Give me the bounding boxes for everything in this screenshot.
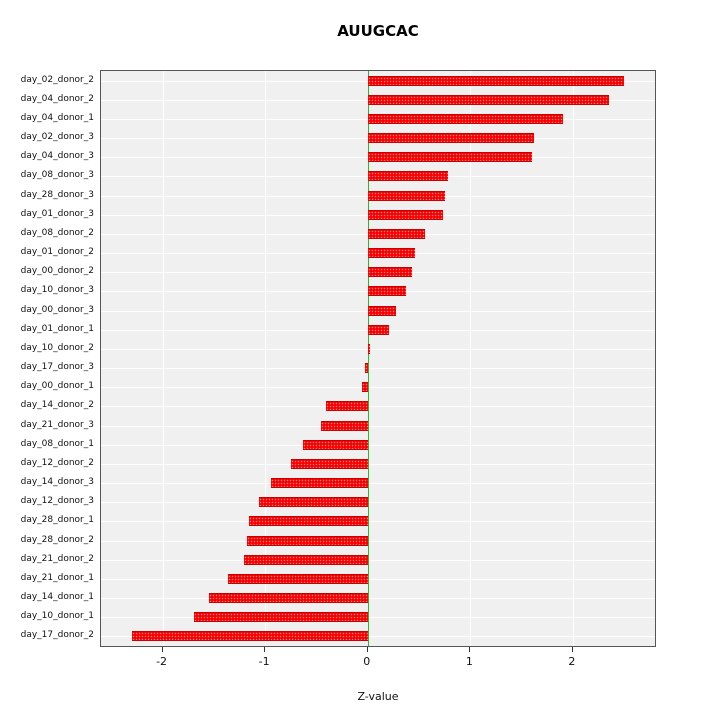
horizontal-gridline	[101, 521, 655, 523]
y-tick-label: day_08_donor_1	[20, 438, 94, 449]
bar	[367, 75, 625, 86]
bar	[243, 554, 368, 565]
x-axis-title: Z-value	[357, 690, 399, 703]
horizontal-gridline	[101, 463, 655, 465]
x-tick-mark	[571, 647, 573, 652]
bar	[367, 343, 370, 354]
y-tick-label: day_02_donor_2	[20, 74, 94, 85]
bar	[208, 593, 368, 604]
vertical-gridline	[265, 71, 267, 646]
bar	[131, 631, 368, 642]
y-tick-label: day_00_donor_3	[20, 304, 94, 315]
bar	[367, 190, 445, 201]
y-tick-label: day_04_donor_1	[20, 112, 94, 123]
x-tick-label: -2	[156, 655, 168, 668]
bar	[194, 612, 368, 623]
y-tick-label: day_04_donor_2	[20, 93, 94, 104]
horizontal-gridline	[101, 444, 655, 446]
horizontal-gridline	[101, 368, 655, 370]
y-tick-label: day_28_donor_2	[20, 534, 94, 545]
y-tick-label: day_14_donor_2	[20, 400, 94, 411]
bar	[367, 113, 563, 124]
bar	[367, 94, 609, 105]
x-tick-mark	[366, 647, 368, 652]
chart-title: AUUGCAC	[337, 22, 419, 40]
y-tick-label: day_01_donor_2	[20, 247, 94, 258]
horizontal-gridline	[101, 540, 655, 542]
x-tick-label: 0	[363, 655, 371, 668]
x-tick-mark	[469, 647, 471, 652]
x-tick-mark	[161, 647, 163, 652]
y-tick-label: day_01_donor_1	[20, 323, 94, 334]
horizontal-gridline	[101, 348, 655, 350]
horizontal-gridline	[101, 483, 655, 485]
bar	[367, 305, 397, 316]
vertical-gridline	[572, 71, 574, 646]
y-tick-label: day_10_donor_2	[20, 342, 94, 353]
horizontal-gridline	[101, 387, 655, 389]
horizontal-gridline	[101, 636, 655, 638]
x-tick-mark	[264, 647, 266, 652]
horizontal-gridline	[101, 425, 655, 427]
bar	[367, 228, 426, 239]
bar	[258, 497, 368, 508]
y-tick-label: day_14_donor_3	[20, 477, 94, 488]
horizontal-gridline	[101, 598, 655, 600]
y-tick-label: day_28_donor_3	[20, 189, 94, 200]
vertical-gridline	[162, 71, 164, 646]
horizontal-gridline	[101, 406, 655, 408]
bar	[367, 133, 534, 144]
y-tick-label: day_02_donor_3	[20, 132, 94, 143]
horizontal-gridline	[101, 502, 655, 504]
bar	[367, 152, 532, 163]
y-tick-label: day_21_donor_1	[20, 572, 94, 583]
bar	[325, 401, 368, 412]
bar	[248, 516, 368, 527]
bar	[367, 286, 406, 297]
y-tick-label: day_00_donor_1	[20, 381, 94, 392]
y-tick-label: day_17_donor_2	[20, 630, 94, 641]
y-tick-label: day_21_donor_2	[20, 553, 94, 564]
y-tick-label: day_12_donor_3	[20, 496, 94, 507]
x-axis: -2 -1 0 1 2	[100, 647, 656, 683]
zero-line	[367, 71, 369, 646]
bar	[271, 478, 368, 489]
bar	[361, 382, 368, 393]
y-tick-label: day_28_donor_1	[20, 515, 94, 526]
bar	[228, 573, 368, 584]
horizontal-gridline	[101, 559, 655, 561]
vertical-gridline	[470, 71, 472, 646]
bar	[367, 209, 443, 220]
y-tick-label: day_10_donor_3	[20, 285, 94, 296]
plot-area	[100, 70, 656, 647]
bar	[367, 248, 415, 259]
y-tick-label: day_14_donor_1	[20, 592, 94, 603]
y-tick-label: day_17_donor_3	[20, 362, 94, 373]
y-tick-label: day_08_donor_2	[20, 227, 94, 238]
horizontal-gridline	[101, 617, 655, 619]
bar	[367, 267, 412, 278]
y-tick-label: day_12_donor_2	[20, 457, 94, 468]
y-tick-label: day_10_donor_1	[20, 611, 94, 622]
x-tick-label: 2	[568, 655, 576, 668]
bar	[367, 324, 390, 335]
bar	[290, 458, 368, 469]
bar	[320, 420, 368, 431]
x-tick-label: -1	[258, 655, 270, 668]
y-tick-label: day_04_donor_3	[20, 151, 94, 162]
bar	[246, 535, 368, 546]
y-tick-label: day_08_donor_3	[20, 170, 94, 181]
horizontal-gridline	[101, 578, 655, 580]
bar	[303, 439, 368, 450]
x-tick-label: 1	[465, 655, 473, 668]
bar	[364, 363, 368, 374]
y-tick-label: day_00_donor_2	[20, 266, 94, 277]
y-axis-labels: day_02_donor_2 day_04_donor_2 day_04_donor…	[0, 70, 94, 647]
y-tick-label: day_01_donor_3	[20, 208, 94, 219]
y-tick-label: day_21_donor_3	[20, 419, 94, 430]
bar	[367, 171, 448, 182]
